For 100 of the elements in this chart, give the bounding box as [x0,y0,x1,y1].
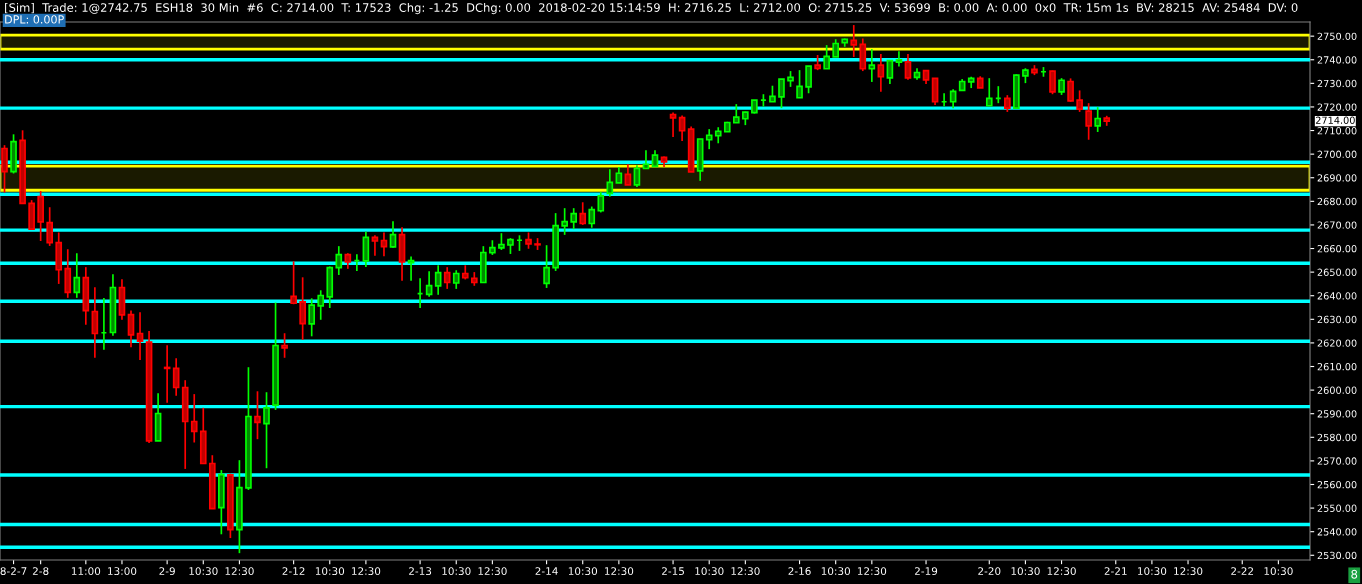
candlestick [949,88,957,109]
y-tick-label: 2630.00 [1317,315,1357,324]
y-tick-label: 2700.00 [1317,150,1357,158]
candlestick [985,77,993,107]
candlestick [1085,102,1092,141]
candlestick [904,53,912,81]
candlestick [290,260,297,306]
candlestick [46,206,54,247]
y-tick-label: 2670.00 [1317,221,1357,229]
text: 2714.00 [1315,116,1355,124]
candlestick [254,390,261,441]
x-tick-label: 2-22 [1231,567,1254,575]
candlestick [606,168,614,198]
candlestick [561,207,568,236]
x-tick-label: 10:30 [821,567,851,576]
y-tick-label: 2720.00 [1317,103,1357,111]
y-tick-label: 2620.00 [1317,339,1357,347]
candlestick [1094,106,1102,133]
candlestick [642,149,650,170]
candlestick [64,248,72,299]
candlestick [588,205,596,229]
candlestick [371,234,379,257]
x-tick-label: 2-9 [159,567,175,576]
candlestick [425,270,433,298]
candlestick [190,393,198,444]
x-tick-label: 2-16 [788,567,811,576]
candlestick [579,201,587,226]
y-tick-label: 2570.00 [1317,457,1357,465]
x-tick-label: 11:00 [71,567,101,576]
y-tick-label: 2530.00 [1317,551,1357,560]
candlestick [868,48,876,83]
chart-title: [Sim] Trade: 1@2742.75 ESH18 30 Min #6 C: 2714.00 T: 17523 Chg: -1.25 DChg: 0.00 2018-02-20 15:14:59 H: 2716.25 L: 2712.00 O: 2715.25 V: 53699 B: 0.00 A: 0.00 0x0 TR: 15m 1s BV: 28215 AV: 25484 DV: 0 [5,3,1298,15]
x-tick-label: 2-13 [409,567,432,576]
y-tick-label: 2660.00 [1317,245,1357,253]
candlestick [570,207,578,231]
x-tick-label: 12:30 [352,567,381,576]
candlestick [543,244,550,289]
y-tick-label: 2650.00 [1317,268,1357,276]
x-tick-label: 2-15 [662,567,684,576]
candlestick [931,77,939,106]
y-tick-label: 2600.00 [1317,386,1357,394]
candlestick [805,65,812,95]
candlestick [91,286,99,359]
candlestick [624,163,632,186]
x-tick-label: 10:30 [1264,567,1293,576]
candlestick [895,50,903,68]
candlestick [281,332,288,359]
candlestick [877,53,885,93]
candlestick [823,44,830,70]
candlestick [1,144,8,194]
candlestick [389,220,397,249]
candlestick [434,264,442,296]
x-tick-label: 12:30 [225,567,254,576]
candlestick [73,252,81,299]
candlestick [263,391,270,470]
x-tick-label: 12:30 [1174,567,1203,576]
y-tick-label: 2550.00 [1317,504,1357,512]
y-tick-label: 2580.00 [1317,433,1357,442]
candlestick [452,269,460,290]
candlestick [1076,89,1083,113]
x-tick-label: 10:30 [695,567,724,576]
x-tick-label: 2-20 [978,567,1001,576]
x-tick-label: 12:30 [857,567,887,576]
candlestick [886,59,894,85]
x-tick-label: 10:30 [1138,567,1167,576]
candlestick [127,309,135,348]
x-tick-label: 10:30 [1011,567,1040,576]
candlestick [362,230,370,268]
candlestick [778,78,785,109]
y-tick-label: 2540.00 [1317,528,1357,536]
x-tick-label: 2-12 [282,567,305,575]
x-tick-label: 13:00 [108,567,137,576]
candlestick [796,69,803,99]
chart-subtitle: DPL: 0.00P [5,15,64,24]
x-tick-label: 12:30 [731,567,760,576]
y-tick-label: 2590.00 [1317,410,1357,418]
y-tick-label: 2710.00 [1317,127,1357,135]
x-tick-label: 2-14 [535,567,558,575]
y-tick-label: 2690.00 [1317,174,1357,182]
text: 8 [1351,569,1358,579]
y-tick-label: 2730.00 [1317,79,1357,88]
x-tick-label: 2-8 [32,567,49,576]
x-tick-label: 10:30 [568,567,598,576]
x-tick-label: 12:30 [605,567,634,576]
y-tick-label: 2640.00 [1317,292,1357,300]
y-tick-label: 2560.00 [1317,480,1357,489]
y-tick-label: 2750.00 [1317,32,1357,40]
candlestick [136,311,144,361]
candlestick [669,111,677,138]
x-tick-label: 10:30 [442,567,471,576]
candlestick [633,164,641,188]
candlestick [317,289,325,321]
x-tick-label: 2-21 [1104,567,1127,575]
x-tick-label: 10:30 [315,567,345,576]
candlestick [335,245,343,276]
candlestick [308,297,316,338]
candlestick [850,24,858,58]
y-tick-label: 2610.00 [1317,362,1357,371]
x-tick-label: 8-2-7 [0,567,27,576]
candlestick [732,103,740,124]
